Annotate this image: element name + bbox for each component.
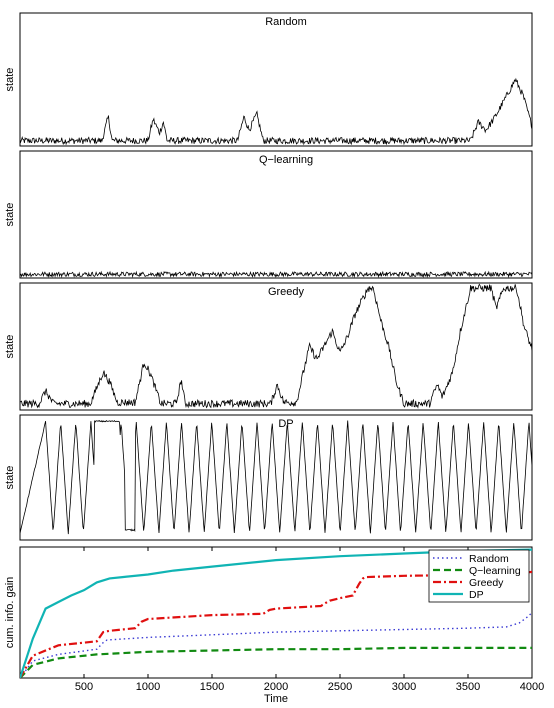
x-tick-label: 2000 bbox=[264, 681, 288, 693]
x-tick-label: 4000 bbox=[520, 681, 544, 693]
plot-frame bbox=[19, 12, 533, 147]
state-trace bbox=[20, 270, 532, 278]
legend-entry: Greedy bbox=[469, 577, 504, 589]
x-tick-label: 1000 bbox=[136, 681, 160, 693]
legend-entry: Random bbox=[469, 553, 509, 565]
x-tick-label: 2500 bbox=[328, 681, 352, 693]
y-axis-label: state bbox=[4, 203, 16, 227]
panel-title: DP bbox=[278, 418, 293, 430]
state-trace bbox=[20, 419, 532, 535]
panel-3: Greedy state bbox=[4, 282, 533, 411]
x-tick-label: 3000 bbox=[392, 681, 416, 693]
y-axis-label: state bbox=[4, 335, 16, 359]
series-line-q-learning bbox=[20, 646, 532, 678]
series-line-dp bbox=[20, 548, 532, 678]
panel-2: Q−learning state bbox=[4, 150, 533, 279]
panels: Random state Q−learning state Greedy state DP s… bbox=[4, 12, 544, 705]
x-axis-label: Time bbox=[264, 693, 288, 705]
panel-title: Random bbox=[265, 16, 307, 28]
state-trace bbox=[20, 283, 532, 409]
x-tick-label: 500 bbox=[75, 681, 93, 693]
panel-5: 500 1000 1500 2000 2500 3000 3500 4000 RandomQ−l… bbox=[4, 546, 544, 705]
legend-entry: DP bbox=[469, 589, 484, 601]
panel-4: DP state bbox=[4, 414, 533, 541]
panel-title: Q−learning bbox=[259, 154, 313, 166]
panel-title: Greedy bbox=[268, 286, 305, 298]
x-tick-label: 1500 bbox=[200, 681, 224, 693]
y-axis-label: state bbox=[4, 68, 16, 92]
legend-entry: Q−learning bbox=[469, 565, 521, 577]
plot-frame bbox=[19, 150, 533, 279]
state-trace bbox=[20, 77, 532, 146]
panel-1: Random state bbox=[4, 12, 533, 147]
series-line-greedy bbox=[20, 570, 532, 678]
x-tick-label: 3500 bbox=[456, 681, 480, 693]
y-axis-label: cum. info. gain bbox=[4, 577, 16, 649]
y-axis-label: state bbox=[4, 466, 16, 490]
